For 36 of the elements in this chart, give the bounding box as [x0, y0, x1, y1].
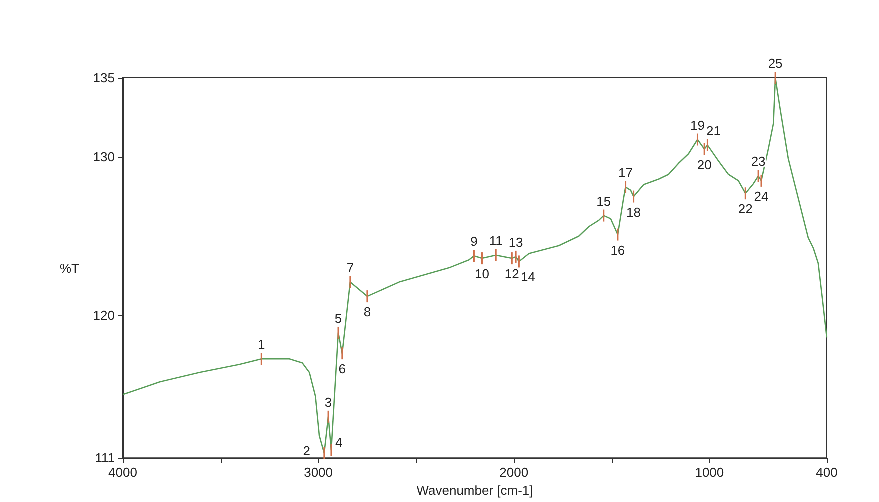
x-tick-label: 3000	[304, 465, 334, 480]
y-tick-label: 120	[93, 308, 115, 324]
annotation: 23	[751, 154, 766, 170]
annotation: 19	[690, 118, 705, 133]
y-axis-title: %T	[60, 261, 80, 276]
annotation: 1	[258, 337, 266, 352]
annotation: 18	[626, 204, 642, 220]
y-tick-label: 111	[95, 450, 115, 466]
annotation: 3	[324, 394, 332, 410]
annotation: 6	[338, 362, 346, 377]
annotation: 10	[475, 266, 490, 282]
annotation: 15	[596, 194, 612, 209]
x-tick-label: 4000	[108, 465, 138, 480]
y-tick-label: 135	[93, 70, 115, 86]
annotation: 9	[470, 234, 478, 250]
y-tick-label: 130	[93, 150, 115, 165]
annotation: 7	[346, 260, 354, 276]
annotation: 5	[334, 310, 342, 326]
annotation: 4	[335, 435, 343, 450]
x-tick-label: 400	[816, 465, 838, 480]
annotation: 21	[706, 123, 721, 138]
x-tick-label: 2000	[500, 465, 529, 480]
annotation: 22	[738, 202, 753, 217]
annotation: 8	[364, 304, 372, 320]
annotation: 24	[754, 188, 769, 204]
annotation: 12	[504, 266, 520, 282]
annotation: 17	[618, 165, 634, 180]
annotation: 14	[520, 270, 536, 285]
annotation: 20	[697, 157, 712, 172]
annotation: 11	[489, 233, 503, 248]
annotation: 2	[303, 443, 310, 458]
x-tick-label: 1000	[695, 465, 724, 480]
annotation: 25	[768, 56, 783, 71]
x-axis-title: Wavenumber [cm-1]	[416, 483, 534, 498]
annotation: 16	[610, 242, 626, 258]
annotation: 13	[508, 234, 524, 250]
